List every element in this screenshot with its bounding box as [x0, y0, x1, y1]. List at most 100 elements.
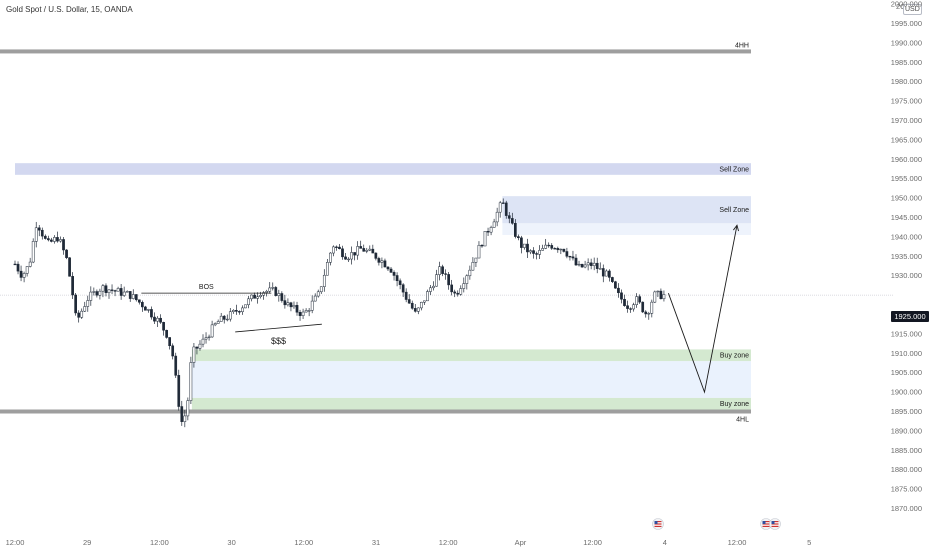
annotations-layer: BOS $$$ — [141, 284, 322, 346]
candle — [110, 284, 114, 295]
y-tick-0: 2000.000 — [891, 0, 922, 9]
candle — [565, 247, 569, 259]
candle — [650, 299, 654, 318]
liquidity-line — [235, 323, 322, 333]
candle — [107, 289, 111, 299]
candle — [480, 244, 484, 248]
candle — [198, 340, 202, 351]
x-tick-10: 12:00 — [728, 538, 747, 547]
candle — [350, 246, 353, 265]
candle — [586, 258, 590, 271]
y-tick-11: 1945.000 — [891, 213, 922, 222]
zone-label-3: Buy zone — [720, 401, 749, 408]
candle — [335, 245, 338, 251]
candle — [535, 251, 538, 260]
candle — [641, 301, 645, 314]
x-tick-2: 12:00 — [150, 538, 169, 547]
candle — [492, 218, 496, 228]
candle — [477, 241, 481, 259]
candle — [98, 288, 102, 300]
candle — [659, 288, 663, 300]
level-1 — [0, 409, 751, 414]
candle — [183, 409, 187, 428]
candle — [104, 283, 108, 297]
candle — [219, 312, 223, 322]
zone-label-0: Sell Zone — [719, 167, 749, 174]
candle — [571, 250, 575, 261]
candle — [141, 300, 144, 312]
candle — [459, 285, 463, 296]
candle — [592, 257, 596, 271]
candle — [401, 283, 405, 297]
candle — [595, 257, 599, 274]
x-tick-7: Apr — [515, 538, 527, 547]
level-label-1: 4HL — [736, 417, 749, 424]
candle — [53, 235, 56, 244]
candle — [325, 258, 329, 276]
candle — [404, 288, 408, 303]
candle — [526, 238, 529, 259]
candle — [22, 271, 26, 283]
candle — [604, 269, 608, 277]
projection-path — [667, 225, 738, 394]
candle — [250, 294, 253, 302]
candle — [56, 231, 59, 243]
zone-label-1: Sell Zone — [719, 207, 749, 214]
candle — [77, 310, 81, 323]
candle — [413, 304, 417, 313]
y-tick-25: 1875.000 — [891, 485, 922, 494]
y-tick-8: 1960.000 — [891, 155, 922, 164]
candle — [344, 252, 347, 260]
candle — [520, 235, 523, 254]
candle — [453, 289, 457, 298]
candle — [423, 300, 426, 306]
zones-layer: Sell Zone Sell Zone Buy zone Buy zone — [15, 163, 751, 410]
candle — [568, 255, 572, 261]
candle — [122, 286, 126, 297]
candle — [338, 244, 341, 250]
candle — [34, 221, 38, 248]
candle — [538, 245, 541, 260]
candle — [462, 277, 466, 293]
candle — [653, 290, 657, 304]
candle — [295, 301, 299, 316]
candle — [192, 343, 196, 368]
candle — [410, 300, 414, 310]
candle — [150, 306, 153, 320]
candle — [608, 269, 611, 282]
bos-label: BOS — [199, 284, 214, 291]
candle — [632, 302, 635, 312]
x-tick-3: 30 — [227, 538, 235, 547]
candle — [171, 343, 175, 360]
candle — [292, 301, 296, 309]
candle — [280, 291, 284, 303]
candle — [222, 315, 226, 324]
candle — [231, 309, 235, 314]
candle — [40, 227, 44, 240]
level-label-0: 4HH — [735, 42, 749, 49]
projection-layer — [667, 224, 739, 394]
candle — [529, 249, 532, 255]
candle — [583, 260, 587, 269]
candle — [189, 356, 193, 404]
y-tick-6: 1970.000 — [891, 116, 922, 125]
candle — [119, 283, 123, 300]
currency-badge[interactable]: USD — [903, 4, 922, 15]
candle — [210, 320, 214, 338]
candle — [168, 337, 172, 350]
candle — [386, 266, 390, 272]
candle — [177, 369, 181, 411]
y-tick-3: 1985.000 — [891, 58, 922, 67]
candle — [647, 311, 651, 320]
candle — [553, 247, 557, 250]
y-tick-7: 1965.000 — [891, 135, 922, 144]
candle — [620, 289, 623, 304]
candle — [365, 247, 369, 254]
zone-label-2: Buy zone — [720, 353, 749, 360]
candle — [174, 352, 178, 378]
candle — [644, 310, 648, 318]
y-tick-14: 1930.000 — [891, 271, 922, 280]
candle — [510, 212, 514, 225]
candle — [598, 262, 602, 270]
